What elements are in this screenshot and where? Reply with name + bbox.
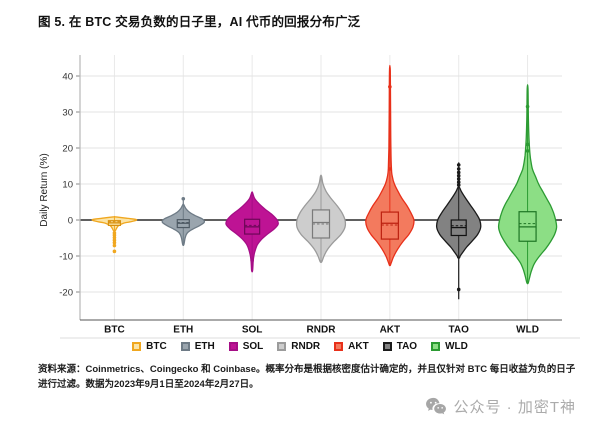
wechat-icon: [425, 397, 447, 416]
legend-swatch-WLD: [431, 341, 441, 351]
outlier-point: [456, 177, 461, 181]
y-tick-label: 10: [62, 179, 73, 190]
legend-item-BTC: BTC: [132, 341, 167, 352]
outlier-point: [525, 142, 530, 147]
watermark: 公众号 · 加密T神: [425, 396, 577, 417]
legend-label: ETH: [194, 340, 215, 352]
x-tick-label-RNDR: RNDR: [307, 325, 337, 336]
y-tick-label: -20: [59, 287, 73, 298]
outlier-point: [456, 183, 461, 187]
violin-RNDR: [295, 174, 347, 264]
legend-label: RNDR: [291, 340, 321, 352]
legend-label: WLD: [445, 340, 468, 352]
violin-SOL: [225, 191, 279, 273]
outlier-point: [112, 240, 117, 245]
legend-swatch-SOL: [228, 341, 238, 351]
outlier-point: [112, 238, 117, 242]
legend-item-TAO: TAO: [382, 340, 418, 352]
legend-label: SOL: [242, 340, 264, 352]
outlier-point: [112, 233, 117, 237]
outlier-point: [456, 180, 461, 184]
outlier-point: [456, 167, 461, 171]
legend-label: TAO: [396, 340, 418, 352]
outlier-point: [250, 258, 254, 263]
y-tick-label: 30: [62, 107, 73, 118]
legend-label: BTC: [146, 340, 167, 352]
outlier-point: [388, 167, 392, 171]
legend-swatch-BTC: [132, 341, 142, 351]
y-tick-label: -10: [59, 251, 73, 262]
chart-legend: BTC ETH SOL RNDR AKT TAO WLD: [0, 338, 600, 354]
y-axis-label: Daily Return (%): [39, 153, 50, 226]
legend-item-SOL: SOL: [228, 340, 264, 352]
y-tick-label: 20: [62, 143, 73, 154]
x-tick-label-SOL: SOL: [242, 325, 263, 336]
outlier-point: [456, 170, 461, 175]
page-title: 图 5. 在 BTC 交易负数的日子里，AI 代币的回报分布广泛: [38, 15, 361, 29]
legend-item-AKT: AKT: [334, 341, 369, 352]
x-tick-label-BTC: BTC: [104, 325, 125, 336]
y-tick-label: 40: [62, 71, 73, 82]
violin-WLD: [497, 84, 558, 285]
legend-swatch-TAO: [382, 341, 392, 351]
violin-ETH: [161, 196, 206, 247]
legend-swatch-RNDR: [277, 341, 287, 351]
violin-BTC: [91, 215, 138, 254]
legend-swatch-ETH: [180, 341, 190, 351]
outlier-point: [112, 243, 117, 248]
legend-item-RNDR: RNDR: [277, 341, 320, 352]
legend-swatch-AKT: [334, 341, 344, 351]
outlier-point: [456, 287, 461, 292]
outlier-point: [525, 104, 530, 109]
y-tick-label: 0: [68, 215, 73, 226]
outlier-point: [112, 235, 117, 240]
violin-AKT: [365, 64, 415, 267]
legend-item-WLD: WLD: [431, 341, 468, 352]
source-note: 资料来源：Coinmetrics、Coingecko 和 Coinbase。概率…: [38, 364, 576, 390]
violin-TAO: [435, 162, 482, 300]
x-tick-label-ETH: ETH: [173, 325, 193, 336]
outlier-point: [456, 163, 461, 167]
x-tick-label-WLD: WLD: [516, 325, 539, 336]
outlier-point: [525, 149, 530, 153]
x-tick-label-AKT: AKT: [380, 325, 401, 336]
outlier-point: [112, 249, 117, 254]
legend-item-ETH: ETH: [180, 340, 215, 352]
watermark-label: 公众号 · 加密T神: [453, 399, 576, 416]
box: [380, 211, 399, 240]
x-tick-label-TAO: TAO: [449, 325, 470, 336]
legend-label: AKT: [348, 340, 369, 352]
outlier-point: [456, 173, 461, 178]
outlier-point: [181, 196, 186, 201]
outlier-point: [388, 85, 392, 89]
